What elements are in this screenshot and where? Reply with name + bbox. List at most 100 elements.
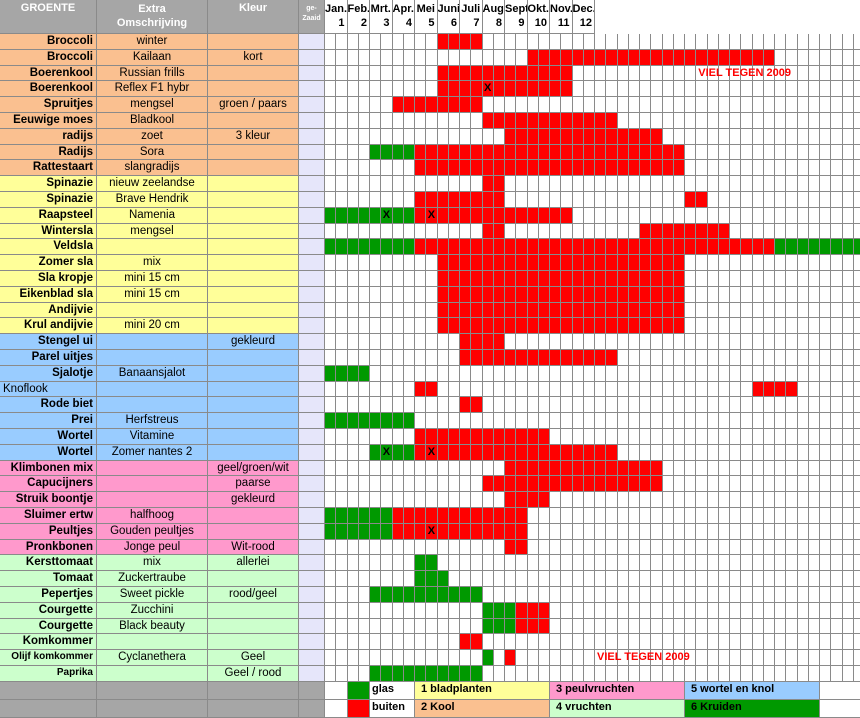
calendar-cell[interactable] (808, 650, 820, 666)
calendar-cell[interactable] (628, 192, 640, 208)
outdoor-cell[interactable] (538, 286, 550, 303)
calendar-cell[interactable] (730, 34, 742, 50)
calendar-cell[interactable] (685, 34, 697, 50)
outdoor-cell[interactable] (460, 318, 472, 335)
calendar-cell[interactable] (460, 555, 472, 572)
calendar-cell[interactable] (797, 666, 809, 682)
sown-cell[interactable] (299, 444, 325, 461)
outdoor-cell[interactable] (640, 286, 652, 303)
calendar-cell[interactable] (403, 650, 415, 666)
glass-cell[interactable] (392, 413, 404, 429)
sown-cell[interactable] (299, 49, 325, 66)
outdoor-cell[interactable] (493, 255, 505, 271)
outdoor-cell[interactable] (673, 144, 685, 161)
outdoor-cell[interactable] (662, 160, 674, 177)
calendar-cell[interactable] (572, 602, 584, 619)
calendar-cell[interactable] (718, 97, 730, 113)
calendar-cell[interactable] (370, 350, 382, 366)
outdoor-cell[interactable] (471, 523, 483, 540)
calendar-cell[interactable] (527, 508, 539, 524)
glass-cell[interactable] (392, 207, 404, 224)
outdoor-cell[interactable] (460, 334, 472, 350)
sown-cell[interactable] (299, 460, 325, 477)
sown-cell[interactable] (299, 602, 325, 619)
calendar-cell[interactable] (763, 271, 775, 287)
calendar-cell[interactable] (595, 539, 607, 556)
calendar-cell[interactable] (403, 429, 415, 445)
outdoor-cell[interactable] (628, 239, 640, 256)
calendar-cell[interactable] (775, 223, 787, 240)
calendar-cell[interactable] (775, 397, 787, 414)
glass-cell[interactable] (325, 523, 337, 540)
calendar-cell[interactable] (842, 602, 854, 619)
glass-cell[interactable] (437, 571, 449, 587)
calendar-cell[interactable] (696, 128, 708, 145)
outdoor-cell[interactable] (437, 81, 449, 98)
glass-cell[interactable] (392, 587, 404, 603)
calendar-cell[interactable] (820, 223, 832, 240)
calendar-cell[interactable] (741, 508, 753, 524)
calendar-cell[interactable] (628, 97, 640, 113)
calendar-cell[interactable] (718, 508, 730, 524)
outdoor-cell[interactable] (550, 271, 562, 287)
calendar-cell[interactable] (775, 476, 787, 493)
calendar-cell[interactable] (336, 618, 348, 635)
calendar-cell[interactable] (628, 65, 640, 82)
calendar-cell[interactable] (808, 539, 820, 556)
calendar-cell[interactable] (808, 302, 820, 319)
calendar-cell[interactable] (673, 460, 685, 477)
outdoor-cell[interactable] (448, 523, 460, 540)
calendar-cell[interactable] (448, 128, 460, 145)
outdoor-cell[interactable] (516, 618, 528, 635)
glass-cell[interactable] (347, 365, 359, 382)
calendar-cell[interactable] (347, 429, 359, 445)
outdoor-cell[interactable] (516, 492, 528, 508)
outdoor-cell[interactable] (673, 255, 685, 271)
calendar-cell[interactable] (718, 381, 730, 398)
outdoor-cell[interactable] (617, 286, 629, 303)
calendar-cell[interactable] (718, 81, 730, 98)
outdoor-cell[interactable] (482, 207, 494, 224)
calendar-cell[interactable] (415, 476, 427, 493)
calendar-cell[interactable] (853, 113, 860, 129)
calendar-cell[interactable] (640, 176, 652, 192)
calendar-cell[interactable] (707, 144, 719, 161)
calendar-cell[interactable] (606, 365, 618, 382)
calendar-cell[interactable] (651, 381, 663, 398)
outdoor-cell[interactable] (516, 476, 528, 493)
calendar-cell[interactable] (820, 650, 832, 666)
calendar-cell[interactable] (820, 413, 832, 429)
calendar-cell[interactable] (797, 476, 809, 493)
calendar-cell[interactable] (763, 302, 775, 319)
calendar-cell[interactable] (448, 334, 460, 350)
calendar-cell[interactable] (763, 128, 775, 145)
glass-cell[interactable] (325, 239, 337, 256)
calendar-cell[interactable] (853, 350, 860, 366)
calendar-cell[interactable] (763, 397, 775, 414)
outdoor-cell[interactable]: X (426, 523, 438, 540)
calendar-cell[interactable] (820, 618, 832, 635)
glass-cell[interactable] (370, 444, 382, 461)
glass-cell[interactable] (325, 207, 337, 224)
calendar-cell[interactable] (505, 555, 517, 572)
outdoor-cell[interactable] (471, 271, 483, 287)
calendar-cell[interactable] (685, 286, 697, 303)
calendar-cell[interactable] (696, 650, 708, 666)
calendar-cell[interactable] (415, 255, 427, 271)
outdoor-cell[interactable] (471, 144, 483, 161)
calendar-cell[interactable] (403, 318, 415, 335)
calendar-cell[interactable] (460, 365, 472, 382)
calendar-cell[interactable] (415, 34, 427, 50)
calendar-cell[interactable] (775, 97, 787, 113)
calendar-cell[interactable] (831, 413, 843, 429)
calendar-cell[interactable] (820, 539, 832, 556)
calendar-cell[interactable] (831, 350, 843, 366)
calendar-cell[interactable] (493, 650, 505, 666)
outdoor-cell[interactable] (572, 318, 584, 335)
outdoor-cell[interactable] (448, 192, 460, 208)
calendar-cell[interactable] (437, 634, 449, 651)
calendar-cell[interactable] (471, 365, 483, 382)
calendar-cell[interactable] (752, 223, 764, 240)
calendar-cell[interactable] (471, 650, 483, 666)
calendar-cell[interactable] (853, 66, 860, 82)
